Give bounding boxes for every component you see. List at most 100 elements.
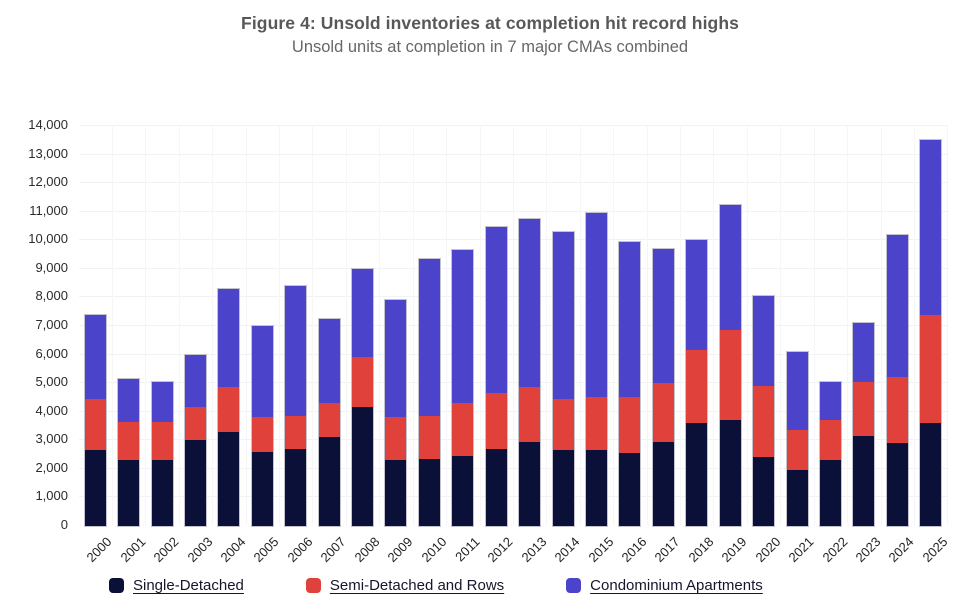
bar-segment-semi-detached-and-rows[interactable]: [686, 350, 708, 424]
bar-segment-condominium-apartments[interactable]: [519, 218, 541, 388]
bar-segment-semi-detached-and-rows[interactable]: [318, 403, 340, 438]
bar-2012[interactable]: [484, 226, 508, 527]
bar-segment-semi-detached-and-rows[interactable]: [552, 398, 574, 451]
bar-segment-single-detached[interactable]: [586, 450, 607, 526]
bar-2001[interactable]: [117, 377, 141, 527]
bar-segment-condominium-apartments[interactable]: [485, 227, 507, 394]
bar-segment-condominium-apartments[interactable]: [786, 351, 808, 431]
legend-item-semi-detached-and-rows[interactable]: Semi-Detached and Rows: [305, 577, 504, 594]
bar-segment-semi-detached-and-rows[interactable]: [619, 397, 641, 454]
bar-segment-single-detached[interactable]: [686, 423, 708, 526]
bar-segment-single-detached[interactable]: [853, 435, 875, 526]
bar-segment-semi-detached-and-rows[interactable]: [118, 421, 140, 461]
bar-segment-condominium-apartments[interactable]: [285, 286, 307, 416]
bar-segment-single-detached[interactable]: [418, 458, 440, 526]
bar-2016[interactable]: [618, 240, 642, 527]
bar-segment-semi-detached-and-rows[interactable]: [151, 421, 173, 461]
bar-segment-condominium-apartments[interactable]: [452, 250, 474, 404]
bar-segment-condominium-apartments[interactable]: [853, 323, 875, 382]
bar-2005[interactable]: [250, 325, 274, 527]
legend-item-condominium-apartments[interactable]: Condominium Apartments: [566, 577, 763, 594]
bar-segment-semi-detached-and-rows[interactable]: [519, 387, 541, 442]
bar-segment-condominium-apartments[interactable]: [251, 326, 273, 418]
bar-2025[interactable]: [919, 139, 943, 527]
bar-2002[interactable]: [150, 380, 174, 527]
bar-segment-semi-detached-and-rows[interactable]: [218, 387, 240, 432]
bar-segment-single-detached[interactable]: [652, 441, 674, 526]
bar-segment-single-detached[interactable]: [786, 470, 808, 526]
bar-2010[interactable]: [417, 257, 441, 527]
bar-2004[interactable]: [217, 287, 241, 527]
bar-segment-condominium-apartments[interactable]: [552, 231, 574, 399]
bar-segment-semi-detached-and-rows[interactable]: [786, 430, 808, 471]
bar-segment-condominium-apartments[interactable]: [418, 258, 440, 416]
bar-segment-single-detached[interactable]: [619, 453, 641, 526]
bar-segment-semi-detached-and-rows[interactable]: [485, 393, 507, 449]
bar-segment-single-detached[interactable]: [385, 460, 407, 526]
bar-2006[interactable]: [284, 285, 308, 527]
bar-segment-semi-detached-and-rows[interactable]: [285, 416, 307, 449]
bar-segment-condominium-apartments[interactable]: [719, 204, 741, 331]
bar-2024[interactable]: [885, 233, 909, 527]
bar-2015[interactable]: [585, 212, 608, 527]
bar-2008[interactable]: [351, 267, 375, 527]
bar-segment-semi-detached-and-rows[interactable]: [352, 357, 374, 408]
bar-segment-semi-detached-and-rows[interactable]: [886, 377, 908, 444]
bar-segment-single-detached[interactable]: [519, 441, 541, 526]
bar-segment-semi-detached-and-rows[interactable]: [251, 417, 273, 452]
bar-segment-semi-detached-and-rows[interactable]: [719, 330, 741, 421]
bar-segment-condominium-apartments[interactable]: [218, 288, 240, 388]
bar-segment-single-detached[interactable]: [552, 450, 574, 526]
bar-segment-single-detached[interactable]: [485, 448, 507, 526]
bar-2000[interactable]: [83, 313, 107, 527]
legend-item-single-detached[interactable]: Single-Detached: [109, 577, 244, 594]
bar-segment-single-detached[interactable]: [118, 460, 140, 526]
bar-segment-single-detached[interactable]: [719, 420, 741, 526]
bar-2014[interactable]: [551, 230, 575, 527]
bar-2020[interactable]: [752, 295, 776, 527]
bar-segment-semi-detached-and-rows[interactable]: [385, 417, 407, 461]
bar-segment-single-detached[interactable]: [184, 440, 206, 526]
bar-segment-condominium-apartments[interactable]: [352, 268, 374, 358]
bar-segment-single-detached[interactable]: [218, 431, 240, 526]
bar-segment-single-detached[interactable]: [819, 460, 841, 526]
bar-segment-semi-detached-and-rows[interactable]: [652, 383, 674, 442]
bar-segment-single-detached[interactable]: [151, 460, 173, 526]
bar-segment-condominium-apartments[interactable]: [619, 241, 641, 398]
bar-2023[interactable]: [852, 322, 876, 527]
bar-segment-condominium-apartments[interactable]: [753, 296, 775, 386]
bar-segment-single-detached[interactable]: [84, 450, 106, 526]
bar-segment-semi-detached-and-rows[interactable]: [753, 386, 775, 458]
bar-segment-single-detached[interactable]: [452, 455, 474, 526]
bar-segment-condominium-apartments[interactable]: [686, 240, 708, 351]
bar-2019[interactable]: [718, 203, 742, 527]
bar-segment-semi-detached-and-rows[interactable]: [853, 381, 875, 436]
bar-segment-single-detached[interactable]: [285, 448, 307, 526]
bar-segment-semi-detached-and-rows[interactable]: [84, 398, 106, 451]
bar-segment-condominium-apartments[interactable]: [318, 318, 340, 404]
bar-2018[interactable]: [685, 239, 709, 527]
bar-segment-single-detached[interactable]: [318, 437, 340, 526]
bar-segment-semi-detached-and-rows[interactable]: [586, 397, 607, 451]
bar-2011[interactable]: [451, 249, 475, 527]
bar-segment-semi-detached-and-rows[interactable]: [819, 420, 841, 461]
bar-segment-semi-detached-and-rows[interactable]: [452, 403, 474, 456]
bar-segment-condominium-apartments[interactable]: [920, 140, 942, 315]
bar-2017[interactable]: [651, 247, 675, 527]
bar-segment-single-detached[interactable]: [251, 451, 273, 526]
bar-2013[interactable]: [518, 217, 542, 527]
bar-2003[interactable]: [183, 353, 207, 527]
bar-segment-semi-detached-and-rows[interactable]: [920, 314, 942, 424]
bar-segment-condominium-apartments[interactable]: [184, 354, 206, 408]
bar-2022[interactable]: [818, 380, 842, 527]
bar-segment-single-detached[interactable]: [753, 457, 775, 526]
bar-segment-single-detached[interactable]: [886, 443, 908, 526]
bar-segment-condominium-apartments[interactable]: [886, 234, 908, 378]
bar-segment-condominium-apartments[interactable]: [118, 378, 140, 422]
bar-2021[interactable]: [785, 350, 809, 527]
bar-segment-condominium-apartments[interactable]: [586, 213, 607, 398]
bar-segment-condominium-apartments[interactable]: [84, 314, 106, 399]
bar-segment-single-detached[interactable]: [920, 423, 942, 526]
bar-segment-condominium-apartments[interactable]: [819, 381, 841, 421]
bar-2009[interactable]: [384, 299, 408, 527]
